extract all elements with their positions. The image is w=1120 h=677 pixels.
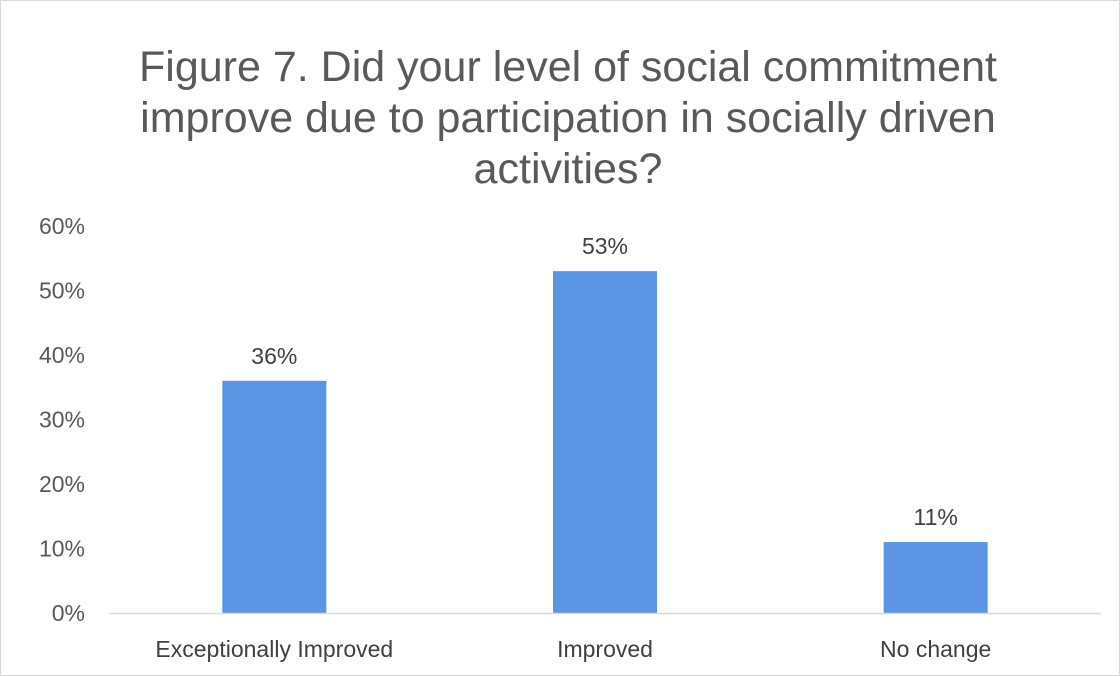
bar-data-label: 36% <box>251 343 297 369</box>
bar <box>553 271 657 613</box>
y-tick-label: 20% <box>39 471 85 497</box>
y-tick-label: 40% <box>39 342 85 368</box>
data-labels: 36% 53% 11% <box>251 233 958 530</box>
bar-data-label: 11% <box>914 504 958 530</box>
y-tick-label: 60% <box>39 213 85 239</box>
bar <box>883 542 988 613</box>
y-tick-label: 30% <box>39 407 85 433</box>
y-tick-label: 50% <box>39 278 85 304</box>
bar <box>222 380 327 613</box>
bar-data-label: 53% <box>582 233 628 259</box>
x-category-label: No change <box>880 636 991 662</box>
y-tick-label: 10% <box>39 536 85 562</box>
chart-title-line-1: Figure 7. Did your level of social commi… <box>139 43 997 91</box>
chart-title-line-2: improve due to participation in socially… <box>140 94 996 142</box>
bars <box>222 271 988 613</box>
x-axis: Exceptionally Improved Improved No change <box>155 636 991 662</box>
chart-title: Figure 7. Did your level of social commi… <box>139 43 997 193</box>
y-axis: 0% 10% 20% 30% 40% 50% 60% <box>39 213 85 626</box>
chart-title-line-3: activities? <box>474 145 663 193</box>
x-category-label: Exceptionally Improved <box>155 636 393 662</box>
x-category-label: Improved <box>557 636 653 662</box>
y-tick-label: 0% <box>52 600 85 626</box>
